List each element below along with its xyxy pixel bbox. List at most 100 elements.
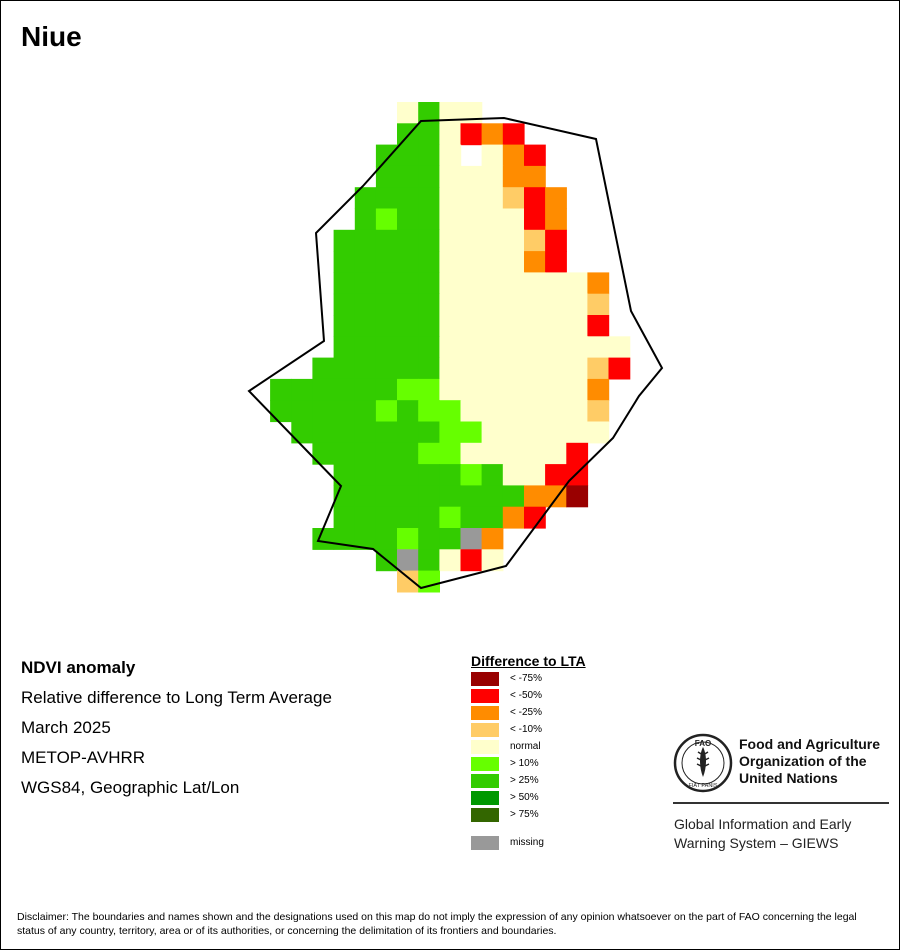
ndvi-cell — [439, 187, 462, 210]
ndvi-cell — [354, 272, 377, 295]
ndvi-cell — [375, 144, 398, 167]
product-sensor: METOP-AVHRR — [21, 748, 146, 767]
ndvi-cell — [439, 378, 462, 401]
ndvi-cell — [502, 293, 525, 316]
ndvi-cell — [481, 229, 504, 252]
ndvi-cell — [460, 123, 483, 146]
giews-line: Warning System – GIEWS — [674, 835, 839, 851]
ndvi-cell — [439, 421, 462, 444]
ndvi-cell — [375, 528, 398, 550]
ndvi-cell — [333, 229, 356, 252]
ndvi-cell — [312, 442, 335, 465]
legend-swatch — [471, 836, 499, 850]
ndvi-cell — [502, 123, 525, 146]
ndvi-cell — [375, 378, 398, 401]
ndvi-cell — [481, 421, 504, 444]
ndvi-cell — [418, 123, 440, 146]
ndvi-cell — [524, 421, 546, 444]
legend-label: < -50% — [510, 690, 542, 701]
ndvi-cell — [460, 549, 483, 572]
ndvi-cell — [312, 378, 335, 401]
fao-emblem-icon: FAO FIAT PANIS — [673, 733, 733, 793]
legend-swatch — [471, 774, 499, 788]
ndvi-cell — [566, 357, 589, 380]
ndvi-cell — [524, 506, 546, 529]
ndvi-cell — [375, 464, 398, 486]
ndvi-cell — [397, 378, 419, 401]
ndvi-cell — [418, 421, 440, 444]
ndvi-cell — [545, 421, 567, 444]
ndvi-cell — [439, 357, 462, 380]
ndvi-cell — [397, 144, 419, 167]
ndvi-cell — [312, 357, 335, 380]
ndvi-cell — [439, 293, 462, 316]
ndvi-cell — [418, 442, 440, 465]
legend-swatch — [471, 808, 499, 822]
product-title: NDVI anomaly — [21, 658, 136, 677]
ndvi-cell — [460, 102, 483, 124]
ndvi-cell — [354, 336, 377, 359]
ndvi-cell — [587, 272, 610, 295]
ndvi-cell — [460, 442, 483, 465]
ndvi-cell — [418, 336, 440, 359]
ndvi-cell — [418, 357, 440, 380]
ndvi-cell — [481, 464, 504, 486]
ndvi-cell — [460, 400, 483, 423]
ndvi-cell — [375, 506, 398, 529]
ndvi-cell — [524, 485, 546, 508]
legend-swatch — [471, 689, 499, 703]
ndvi-cell — [566, 378, 589, 401]
ndvi-cell — [566, 464, 589, 486]
ndvi-cell — [418, 102, 440, 124]
ndvi-cell — [524, 293, 546, 316]
ndvi-cell — [375, 293, 398, 316]
ndvi-cell — [608, 336, 631, 359]
ndvi-cell — [397, 549, 419, 572]
ndvi-cell — [460, 336, 483, 359]
legend-label: > 25% — [510, 775, 539, 786]
ndvi-cell — [333, 378, 356, 401]
ndvi-cell — [545, 464, 567, 486]
ndvi-cell — [587, 400, 610, 423]
ndvi-cell — [418, 400, 440, 423]
ndvi-cell — [375, 421, 398, 444]
ndvi-cell — [460, 506, 483, 529]
ndvi-cell — [608, 357, 631, 380]
ndvi-cell — [524, 229, 546, 252]
ndvi-cell — [502, 421, 525, 444]
ndvi-cell — [312, 421, 335, 444]
ndvi-cell — [460, 464, 483, 486]
ndvi-cell — [354, 208, 377, 231]
ndvi-cell — [481, 357, 504, 380]
ndvi-cell — [587, 293, 610, 316]
ndvi-cell — [481, 293, 504, 316]
ndvi-cell — [460, 293, 483, 316]
ndvi-cell — [333, 251, 356, 273]
ndvi-cell — [312, 400, 335, 423]
ndvi-cell — [333, 293, 356, 316]
fao-name-line: Food and Agriculture — [739, 736, 881, 752]
ndvi-cell — [481, 123, 504, 146]
ndvi-cell — [354, 315, 377, 337]
ndvi-cell — [397, 187, 419, 210]
ndvi-cell — [397, 102, 419, 124]
fao-emblem-letters: FAO — [695, 739, 711, 748]
ndvi-cell — [333, 357, 356, 380]
ndvi-cell — [502, 485, 525, 508]
ndvi-cell — [418, 315, 440, 337]
ndvi-cell — [375, 485, 398, 508]
ndvi-cell — [566, 272, 589, 295]
disclaimer: Disclaimer: The boundaries and names sho… — [17, 911, 857, 937]
ndvi-cell — [545, 315, 567, 337]
ndvi-cell — [439, 549, 462, 572]
ndvi-cell — [418, 549, 440, 572]
ndvi-cell — [397, 421, 419, 444]
fao-name-line: Organization of the — [739, 753, 867, 769]
ndvi-cell — [439, 123, 462, 146]
ndvi-cell — [375, 357, 398, 380]
ndvi-cell — [481, 506, 504, 529]
ndvi-cell — [524, 442, 546, 465]
ndvi-cell — [354, 528, 377, 550]
ndvi-cell — [460, 187, 483, 210]
ndvi-cell — [375, 400, 398, 423]
